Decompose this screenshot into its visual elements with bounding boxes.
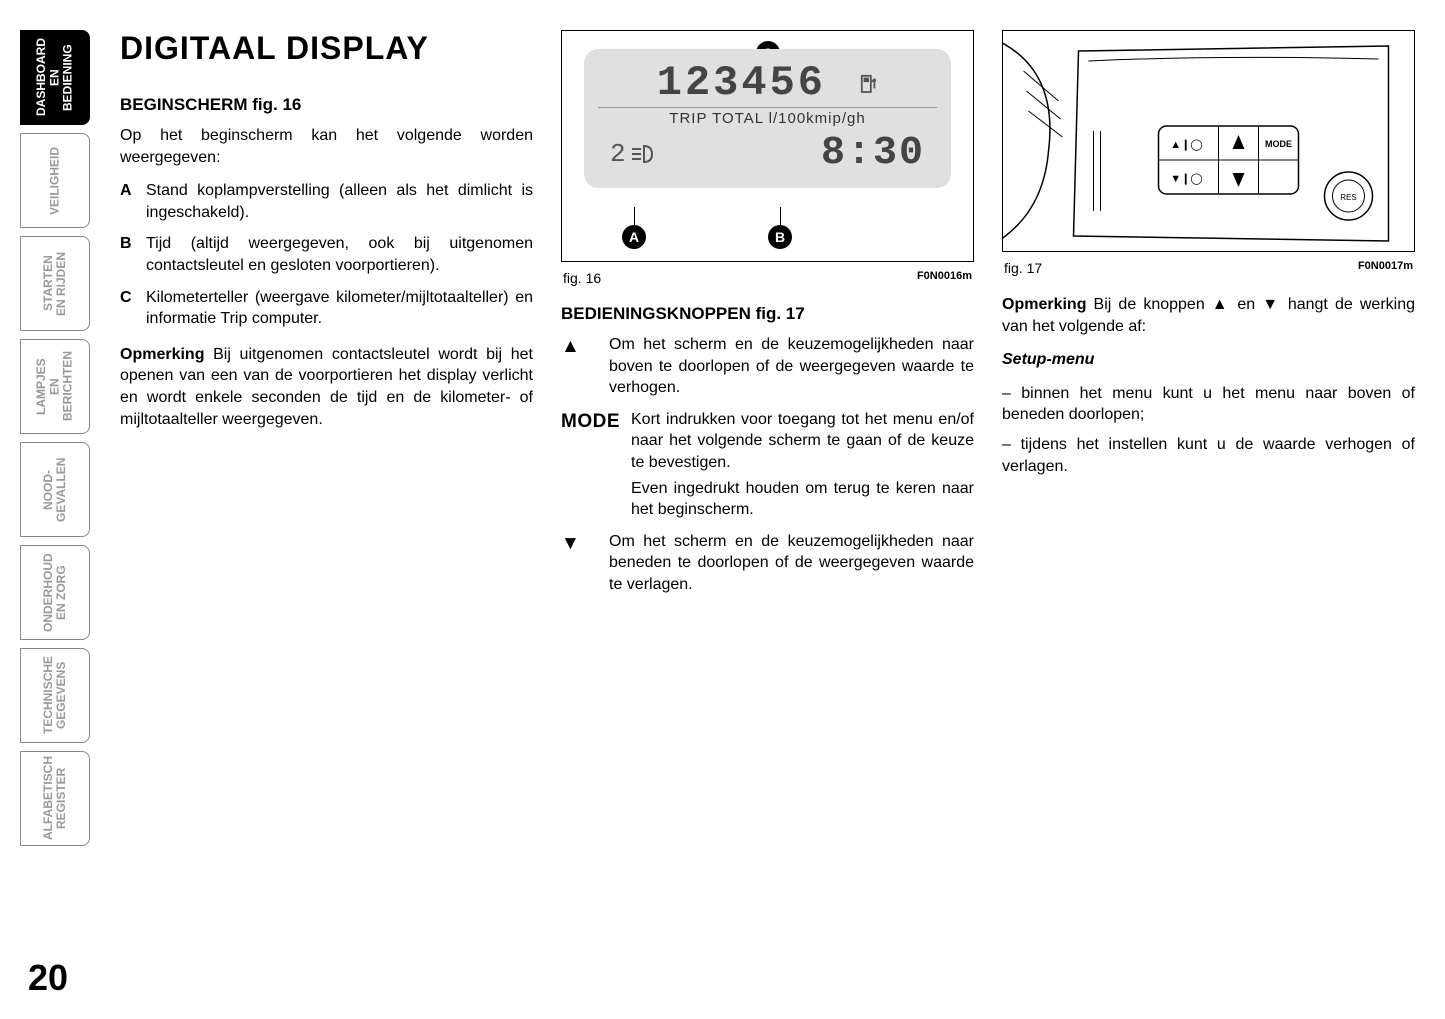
svg-text:MODE: MODE	[1265, 139, 1292, 149]
fig17-caption: fig. 17 F0N0017m	[1002, 256, 1415, 276]
tab-technische[interactable]: TECHNISCHEGEGEVENS	[20, 648, 90, 743]
def-item-a: A Stand koplampverstelling (alleen als h…	[120, 180, 533, 223]
note-label: Opmerking	[1002, 296, 1086, 313]
tab-register[interactable]: ALFABETISCHREGISTER	[20, 751, 90, 846]
marker-b: B	[768, 225, 792, 249]
setup-menu-heading: Setup-menu	[1002, 349, 1415, 371]
control-text: Om het scherm en de keuzemogelijkheden n…	[609, 531, 974, 596]
bullet-2: – tijdens het instellen kunt u de waarde…	[1002, 434, 1415, 477]
control-text: Om het scherm en de keuzemogelijkheden n…	[609, 334, 974, 399]
sidebar-nav: DASHBOARDEN BEDIENING VEILIGHEID STARTEN…	[20, 30, 90, 999]
lcd-clock: 8:30	[821, 131, 925, 176]
lcd-display: 123456 TRIP TOTAL l/100kmip/gh 2 8:30	[584, 49, 951, 188]
page-number: 20	[20, 957, 90, 999]
definition-list: A Stand koplampverstelling (alleen als h…	[120, 180, 533, 330]
intro-text: Op het beginscherm kan het volgende word…	[120, 125, 533, 168]
control-up: ▲ Om het scherm en de keuzemogelijkheden…	[561, 334, 974, 399]
lcd-odometer: 123456	[598, 59, 937, 107]
bullet-1: – binnen het menu kunt u het menu naar b…	[1002, 383, 1415, 426]
figure-16: C 123456 TRIP TOTAL l/100kmip/gh 2 8:30	[561, 30, 974, 262]
tab-veiligheid[interactable]: VEILIGHEID	[20, 133, 90, 228]
tab-dashboard[interactable]: DASHBOARDEN BEDIENING	[20, 30, 90, 125]
figure-17: ▲❙◯ MODE ▼❙◯ RES	[1002, 30, 1415, 252]
fuel-icon	[860, 72, 878, 94]
section-heading-bedieningsknoppen: BEDIENINGSKNOPPEN fig. 17	[561, 304, 974, 324]
dashboard-illustration: ▲❙◯ MODE ▼❙◯ RES	[1003, 31, 1414, 251]
fig-code: F0N0016m	[917, 270, 972, 286]
down-arrow-icon: ▼	[561, 531, 609, 596]
column-1: DIGITAAL DISPLAY BEGINSCHERM fig. 16 Op …	[120, 30, 533, 999]
tab-onderhoud[interactable]: ONDERHOUDEN ZORG	[20, 545, 90, 640]
control-mode: MODE Kort indrukken voor toegang tot het…	[561, 409, 974, 474]
lcd-trip-label: TRIP TOTAL l/100kmip/gh	[598, 107, 937, 127]
note-paragraph-2: Opmerking Bij de knoppen ▲ en ▼ hangt de…	[1002, 294, 1415, 337]
def-item-c: C Kilometerteller (weergave kilometer/mi…	[120, 287, 533, 330]
column-3: ▲❙◯ MODE ▼❙◯ RES f	[1002, 30, 1415, 999]
control-text: Even ingedrukt houden om terug te keren …	[631, 478, 974, 521]
fig-label: fig. 17	[1004, 260, 1042, 276]
control-text: Kort indrukken voor toegang tot het menu…	[631, 409, 974, 474]
tab-nood[interactable]: NOOD-GEVALLEN	[20, 442, 90, 537]
svg-text:RES: RES	[1340, 193, 1356, 202]
def-text: Tijd (altijd weergegeven, ook bij uitgen…	[146, 233, 533, 276]
lcd-headlamp-level: 2	[610, 139, 656, 169]
up-arrow-icon: ▲	[561, 334, 609, 399]
fig-code: F0N0017m	[1358, 260, 1413, 276]
column-2: C 123456 TRIP TOTAL l/100kmip/gh 2 8:30	[561, 30, 974, 999]
marker-a: A	[622, 225, 646, 249]
def-item-b: B Tijd (altijd weergegeven, ook bij uitg…	[120, 233, 533, 276]
def-text: Stand koplampverstelling (alleen als het…	[146, 180, 533, 223]
svg-text:▲❙◯: ▲❙◯	[1170, 139, 1202, 151]
note-label: Opmerking	[120, 346, 204, 363]
control-down: ▼ Om het scherm en de keuzemogelijkheden…	[561, 531, 974, 596]
control-mode-sub: Even ingedrukt houden om terug te keren …	[631, 478, 974, 521]
fig16-caption: fig. 16 F0N0016m	[561, 266, 974, 286]
fig-label: fig. 16	[563, 270, 601, 286]
mode-label: MODE	[561, 409, 631, 474]
note-paragraph: Opmerking Bij uitgenomen contactsleutel …	[120, 344, 533, 430]
controls-list: ▲ Om het scherm en de keuzemogelijkheden…	[561, 334, 974, 596]
def-letter: B	[120, 233, 146, 276]
def-text: Kilometerteller (weergave kilometer/mijl…	[146, 287, 533, 330]
tab-starten[interactable]: STARTENEN RIJDEN	[20, 236, 90, 331]
headlamp-icon	[630, 144, 656, 164]
def-letter: C	[120, 287, 146, 330]
page-title: DIGITAAL DISPLAY	[120, 30, 533, 67]
tab-lampjes[interactable]: LAMPJES ENBERICHTEN	[20, 339, 90, 434]
section-heading-beginscherm: BEGINSCHERM fig. 16	[120, 95, 533, 115]
svg-text:▼❙◯: ▼❙◯	[1170, 173, 1202, 185]
def-letter: A	[120, 180, 146, 223]
